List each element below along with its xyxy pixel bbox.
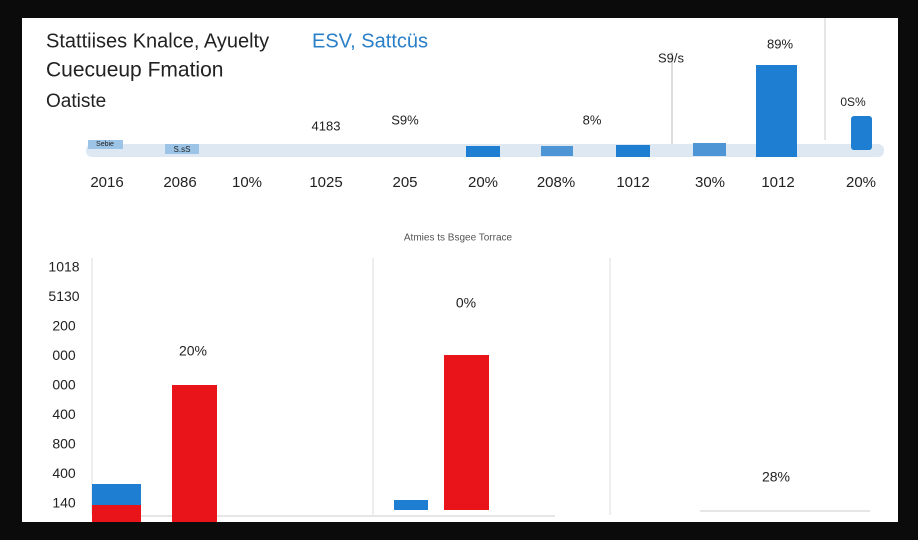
x-label: 30%	[695, 174, 725, 191]
bar-label: 28%	[762, 469, 790, 485]
subtitle-2: Oatiste	[46, 91, 106, 112]
title: Stattiises Knalce, Ayuelty	[46, 30, 269, 52]
bar-label: S9%	[391, 112, 419, 127]
bar	[92, 505, 141, 522]
y-labels: 1018 5130 200 000 000 400 800 400 140	[48, 259, 79, 511]
x-label: 10%	[232, 174, 262, 191]
title-highlight: ESV, Sattcüs	[312, 30, 428, 52]
bar	[541, 146, 573, 156]
x-labels: 2016 2086 10% 1025 205 20% 208% 1012 30% 1012 20%	[90, 174, 876, 191]
y-label: 800	[52, 436, 76, 452]
bar-label: 20%	[179, 343, 207, 359]
caption: Atmies ts Bsgee Torrace	[404, 233, 513, 244]
y-label: 000	[52, 377, 76, 393]
bar	[92, 484, 141, 505]
bar	[616, 145, 650, 157]
y-label: 5130	[48, 288, 79, 304]
x-label: 205	[392, 174, 417, 191]
y-label: 400	[52, 465, 76, 481]
strip-label: Sebie	[96, 141, 114, 148]
bar	[444, 355, 489, 510]
x-label: 1012	[616, 174, 649, 191]
x-label: 208%	[537, 174, 575, 191]
bar-label: S9/s	[658, 50, 685, 65]
bar	[693, 143, 726, 156]
strip-label: S.sS	[174, 145, 191, 154]
y-label: 200	[52, 318, 76, 334]
x-label: 20%	[846, 174, 876, 191]
bar-label: 0%	[456, 295, 476, 311]
bar-label: 4183	[312, 118, 341, 133]
x-label: 1012	[761, 174, 794, 191]
x-label: 2086	[163, 174, 196, 191]
x-label: 2016	[90, 174, 123, 191]
bar	[394, 500, 428, 510]
y-label: 000	[52, 347, 76, 363]
bar	[851, 116, 872, 150]
y-label: 400	[52, 406, 76, 422]
subtitle: Cuecueup Fmation	[46, 59, 223, 82]
bar	[172, 385, 217, 522]
bar-label: 0S%	[840, 95, 866, 109]
x-label: 20%	[468, 174, 498, 191]
bar	[756, 65, 797, 157]
x-label: 1025	[309, 174, 342, 191]
bar	[88, 140, 123, 149]
y-label: 140	[52, 495, 76, 511]
bar	[165, 144, 199, 154]
bar	[466, 146, 500, 157]
y-label: 1018	[48, 259, 79, 275]
bar-label: 8%	[583, 112, 602, 127]
bar-label: 89%	[767, 36, 793, 51]
